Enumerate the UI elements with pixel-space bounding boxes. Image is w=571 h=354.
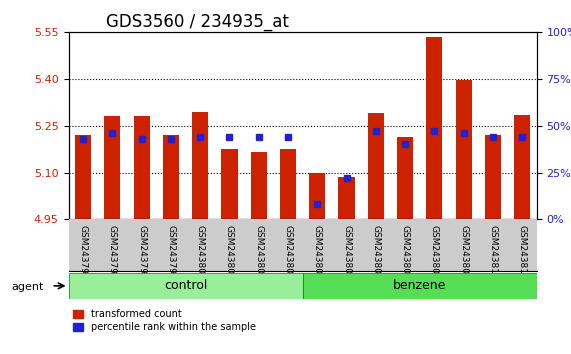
- FancyBboxPatch shape: [69, 273, 303, 299]
- Text: GSM243800: GSM243800: [196, 225, 205, 279]
- Text: control: control: [164, 279, 207, 292]
- Bar: [309, 172, 325, 219]
- Bar: [514, 115, 530, 219]
- FancyBboxPatch shape: [303, 273, 537, 299]
- Bar: [427, 36, 443, 219]
- Bar: [251, 152, 267, 219]
- Bar: [368, 113, 384, 219]
- Bar: [485, 135, 501, 219]
- Bar: [397, 137, 413, 219]
- Bar: [280, 149, 296, 219]
- Text: GSM243804: GSM243804: [313, 225, 322, 279]
- Text: GSM243797: GSM243797: [108, 225, 117, 279]
- Text: GDS3560 / 234935_at: GDS3560 / 234935_at: [106, 13, 289, 30]
- Bar: [104, 116, 120, 219]
- Text: GSM243803: GSM243803: [283, 225, 292, 279]
- Text: GSM243806: GSM243806: [371, 225, 380, 279]
- Text: GSM243808: GSM243808: [430, 225, 439, 279]
- Bar: [163, 135, 179, 219]
- Text: GSM243798: GSM243798: [137, 225, 146, 279]
- Text: GSM243796: GSM243796: [79, 225, 88, 279]
- Legend: transformed count, percentile rank within the sample: transformed count, percentile rank withi…: [74, 309, 256, 332]
- Text: GSM243811: GSM243811: [517, 225, 526, 279]
- Text: GSM243810: GSM243810: [488, 225, 497, 279]
- Bar: [192, 112, 208, 219]
- Text: GSM243799: GSM243799: [166, 225, 175, 279]
- Text: GSM243805: GSM243805: [342, 225, 351, 279]
- Bar: [456, 80, 472, 219]
- Bar: [222, 149, 238, 219]
- Bar: [339, 177, 355, 219]
- Bar: [75, 135, 91, 219]
- Text: agent: agent: [11, 282, 44, 292]
- Text: GSM243809: GSM243809: [459, 225, 468, 279]
- Bar: [134, 116, 150, 219]
- Text: GSM243801: GSM243801: [225, 225, 234, 279]
- Text: GSM243807: GSM243807: [400, 225, 409, 279]
- Text: benzene: benzene: [393, 279, 447, 292]
- Text: GSM243802: GSM243802: [254, 225, 263, 279]
